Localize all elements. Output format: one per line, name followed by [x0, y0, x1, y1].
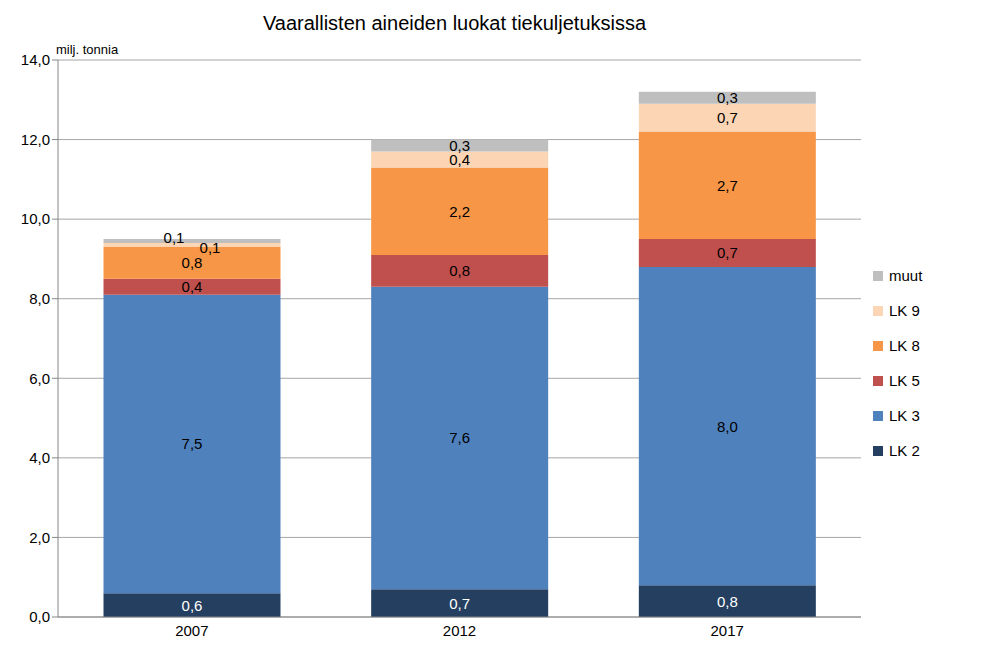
svg-text:7,6: 7,6 [449, 429, 470, 446]
svg-text:2,7: 2,7 [717, 177, 738, 194]
svg-text:4,0: 4,0 [29, 449, 50, 466]
svg-text:8,0: 8,0 [717, 418, 738, 435]
svg-text:0,6: 0,6 [182, 597, 203, 614]
svg-text:0,1: 0,1 [200, 239, 221, 256]
svg-text:0,1: 0,1 [164, 229, 185, 246]
html-text:milj. tonnia: milj. tonnia [56, 42, 119, 57]
svg-text:7,5: 7,5 [182, 435, 203, 452]
svg-text:0,3: 0,3 [449, 137, 470, 154]
svg-text:14,0: 14,0 [21, 51, 50, 68]
html-text:LK 8: LK 8 [889, 337, 920, 354]
svg-text:0,7: 0,7 [717, 244, 738, 261]
svg-text:0,0: 0,0 [29, 608, 50, 625]
svg-text:2012: 2012 [443, 622, 476, 639]
svg-text:2007: 2007 [175, 622, 208, 639]
svg-text:0,8: 0,8 [449, 262, 470, 279]
svg-text:0,4: 0,4 [182, 278, 203, 295]
svg-text:0,8: 0,8 [717, 593, 738, 610]
svg-text:0,8: 0,8 [182, 254, 203, 271]
svg-text:2,2: 2,2 [449, 203, 470, 220]
svg-text:2,0: 2,0 [29, 529, 50, 546]
svg-text:10,0: 10,0 [21, 210, 50, 227]
svg-text:0,7: 0,7 [449, 595, 470, 612]
svg-text:0,7: 0,7 [717, 109, 738, 126]
html-text:Vaarallisten aineiden luokat t: Vaarallisten aineiden luokat tiekuljetuk… [262, 12, 647, 34]
svg-text:2017: 2017 [710, 622, 743, 639]
svg-text:0,4: 0,4 [449, 151, 471, 168]
html-text:LK 2: LK 2 [889, 442, 920, 459]
html-text:LK 5: LK 5 [889, 372, 920, 389]
svg-text:0,3: 0,3 [717, 89, 738, 106]
html-text:muut: muut [889, 267, 923, 284]
html-text:LK 9: LK 9 [889, 302, 920, 319]
svg-text:8,0: 8,0 [29, 290, 50, 307]
svg-text:6,0: 6,0 [29, 370, 50, 387]
html-text:LK 3: LK 3 [889, 407, 920, 424]
svg-text:12,0: 12,0 [21, 131, 50, 148]
